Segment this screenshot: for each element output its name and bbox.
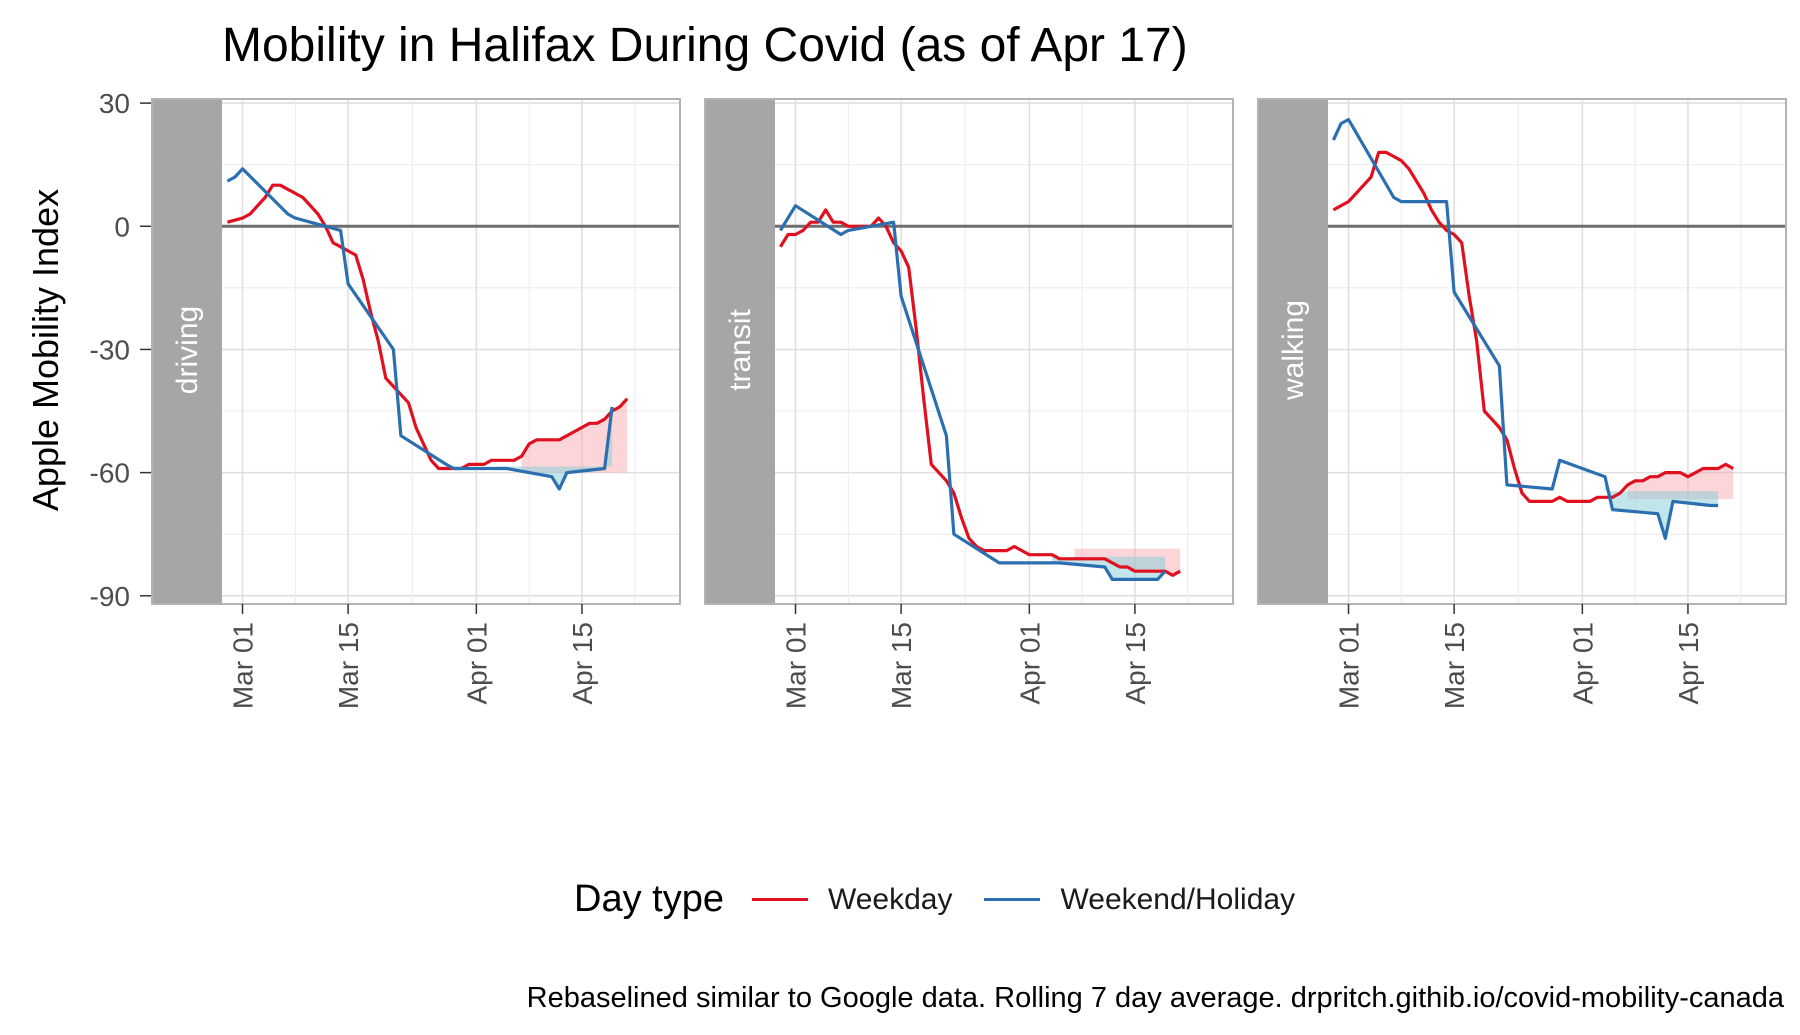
panel-border xyxy=(151,98,681,605)
weekend-deviation-area xyxy=(1604,476,1719,539)
facet-strip xyxy=(152,99,222,604)
legend: Day type Weekday Weekend/Holiday xyxy=(574,878,1327,921)
y-axis-title: Apple Mobility Index xyxy=(25,188,66,512)
series-line-weekend xyxy=(779,204,1167,582)
panel-transit: transit Mar 01 Mar 15 Apr 01 Apr 15 xyxy=(704,98,1234,709)
x-tick-label: Mar 15 xyxy=(886,622,917,709)
legend-item-weekend: Weekend/Holiday xyxy=(984,883,1295,917)
facet-strip xyxy=(705,99,775,604)
weekday-deviation-area xyxy=(521,398,628,473)
panel-driving: driving Mar 01 Mar 15 Apr 01 Apr 15 xyxy=(151,98,681,709)
legend-title: Day type xyxy=(574,878,724,920)
weekend-deviation-area xyxy=(498,406,613,490)
facet-label: driving xyxy=(171,306,204,394)
x-tick-label: Apr 15 xyxy=(567,622,598,705)
series-line-weekend xyxy=(226,167,614,491)
x-tick-label: Apr 01 xyxy=(1014,622,1045,705)
facet-label: walking xyxy=(1277,300,1310,401)
x-tick-label: Mar 01 xyxy=(781,622,812,709)
y-tick-label: 30 xyxy=(99,88,130,119)
series-line-weekday xyxy=(1332,150,1734,503)
y-tick-label: -60 xyxy=(90,458,130,489)
weekend-deviation-area xyxy=(1051,556,1166,580)
facet-label: transit xyxy=(724,308,757,390)
y-tick-label: -90 xyxy=(90,581,130,612)
series-line-weekday xyxy=(226,183,629,471)
x-tick-label: Mar 15 xyxy=(1439,622,1470,709)
series-line-weekday xyxy=(779,208,1181,577)
chart-title: Mobility in Halifax During Covid (as of … xyxy=(222,19,1188,72)
legend-key-weekday xyxy=(751,898,808,901)
legend-key-weekend xyxy=(984,898,1041,901)
x-tick-label: Mar 01 xyxy=(228,622,259,709)
y-tick-label: -30 xyxy=(90,334,130,365)
panel-border xyxy=(704,98,1234,605)
y-tick-label: 0 xyxy=(114,211,130,242)
x-tick-label: Apr 01 xyxy=(461,622,492,705)
x-tick-label: Mar 01 xyxy=(1334,622,1365,709)
x-tick-label: Apr 15 xyxy=(1120,622,1151,705)
legend-item-weekday: Weekday xyxy=(751,882,953,917)
panel-walking: walking Mar 01 Mar 15 Apr 01 Apr 15 xyxy=(1257,98,1787,709)
x-tick-label: Apr 01 xyxy=(1567,622,1598,705)
panel-border xyxy=(1257,98,1787,605)
caption: Rebaselined similar to Google data. Roll… xyxy=(526,982,1784,1014)
x-tick-label: Apr 15 xyxy=(1673,622,1704,705)
legend-label-weekday: Weekday xyxy=(827,882,953,916)
series-line-weekend xyxy=(1331,117,1719,540)
weekday-deviation-area xyxy=(1627,464,1734,500)
facet-strip xyxy=(1258,99,1328,604)
x-tick-label: Mar 15 xyxy=(333,622,364,709)
legend-label-weekend: Weekend/Holiday xyxy=(1060,882,1296,916)
